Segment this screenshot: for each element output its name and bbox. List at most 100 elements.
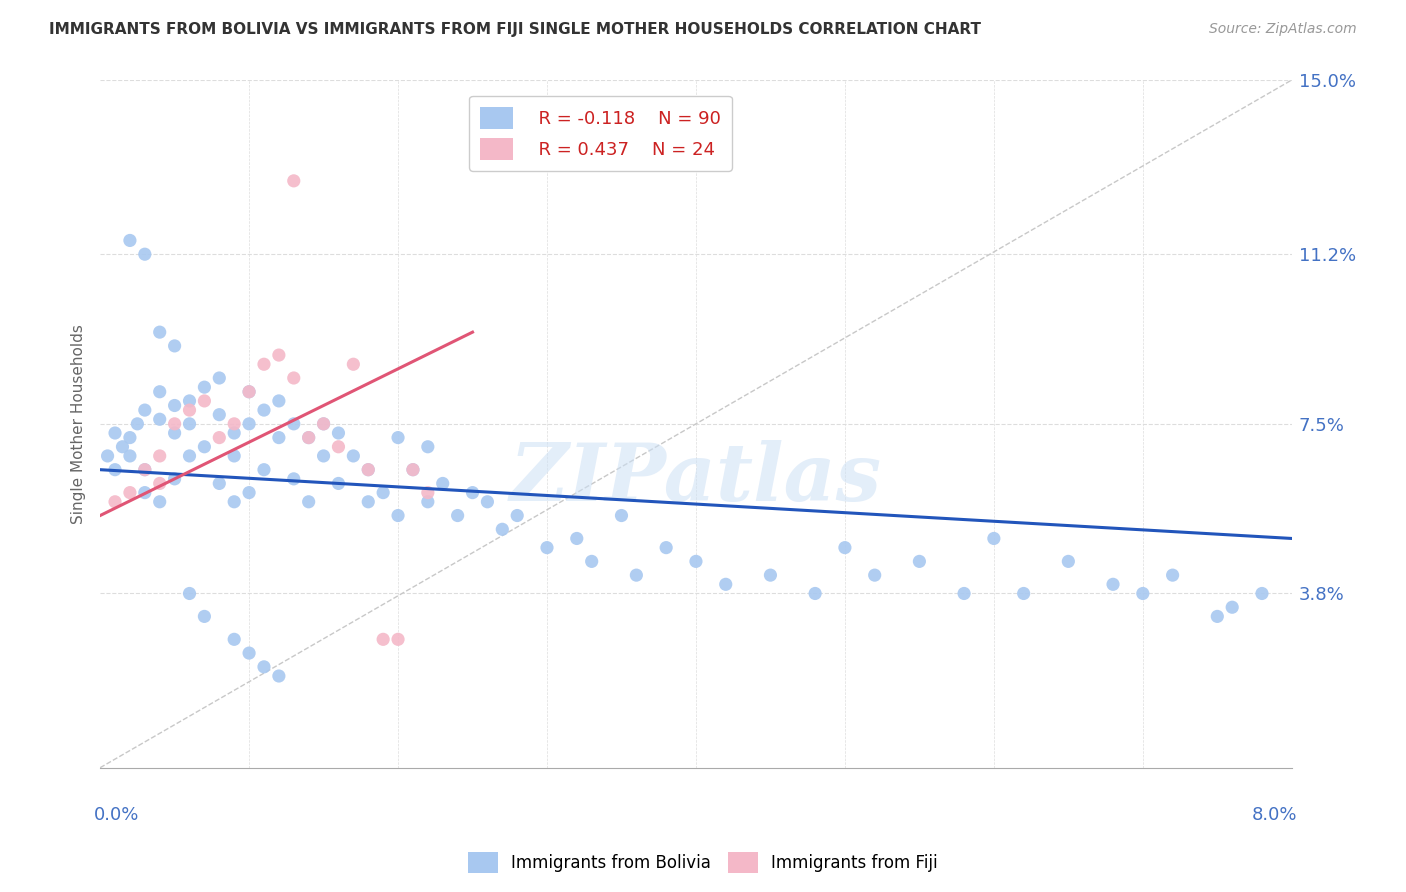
Point: [1102, 577, 1125, 591]
Point: [149, 412, 172, 426]
Point: [1012, 586, 1035, 600]
Point: [387, 508, 409, 523]
Point: [224, 417, 246, 431]
Point: [163, 399, 186, 413]
Point: [163, 425, 186, 440]
Point: [1220, 600, 1243, 615]
Point: [357, 463, 380, 477]
Point: [312, 449, 335, 463]
Point: [179, 449, 201, 463]
Point: [267, 431, 290, 445]
Point: [163, 472, 186, 486]
Point: [655, 541, 678, 555]
Text: 0.0%: 0.0%: [94, 805, 139, 823]
Text: Source: ZipAtlas.com: Source: ZipAtlas.com: [1209, 22, 1357, 37]
Point: [149, 325, 172, 339]
Point: [759, 568, 782, 582]
Point: [104, 425, 127, 440]
Point: [1161, 568, 1184, 582]
Point: [208, 408, 231, 422]
Point: [581, 554, 603, 568]
Point: [685, 554, 707, 568]
Legend:   R = -0.118    N = 90,   R = 0.437    N = 24: R = -0.118 N = 90, R = 0.437 N = 24: [470, 95, 733, 170]
Point: [238, 417, 260, 431]
Point: [149, 384, 172, 399]
Point: [111, 440, 134, 454]
Point: [224, 495, 246, 509]
Y-axis label: Single Mother Households: Single Mother Households: [72, 324, 86, 524]
Point: [267, 393, 290, 408]
Point: [104, 495, 127, 509]
Point: [118, 485, 141, 500]
Point: [179, 393, 201, 408]
Point: [908, 554, 931, 568]
Point: [342, 449, 364, 463]
Point: [1206, 609, 1229, 624]
Point: [416, 485, 439, 500]
Point: [193, 380, 215, 394]
Point: [149, 449, 172, 463]
Point: [863, 568, 886, 582]
Point: [461, 485, 484, 500]
Point: [416, 495, 439, 509]
Point: [118, 234, 141, 248]
Point: [491, 522, 513, 536]
Text: 8.0%: 8.0%: [1253, 805, 1298, 823]
Point: [1132, 586, 1154, 600]
Point: [312, 417, 335, 431]
Point: [253, 660, 276, 674]
Point: [224, 425, 246, 440]
Point: [118, 449, 141, 463]
Point: [714, 577, 737, 591]
Point: [179, 403, 201, 417]
Point: [402, 463, 425, 477]
Point: [179, 586, 201, 600]
Point: [477, 495, 499, 509]
Point: [253, 357, 276, 371]
Point: [565, 532, 588, 546]
Point: [208, 476, 231, 491]
Point: [253, 403, 276, 417]
Point: [328, 425, 350, 440]
Point: [298, 431, 321, 445]
Text: ZIPatlas: ZIPatlas: [510, 440, 882, 517]
Point: [134, 485, 156, 500]
Point: [506, 508, 529, 523]
Point: [312, 417, 335, 431]
Point: [432, 476, 454, 491]
Point: [134, 463, 156, 477]
Point: [267, 348, 290, 362]
Point: [208, 371, 231, 385]
Point: [127, 417, 149, 431]
Point: [342, 357, 364, 371]
Text: IMMIGRANTS FROM BOLIVIA VS IMMIGRANTS FROM FIJI SINGLE MOTHER HOUSEHOLDS CORRELA: IMMIGRANTS FROM BOLIVIA VS IMMIGRANTS FR…: [49, 22, 981, 37]
Point: [283, 472, 305, 486]
Point: [97, 449, 120, 463]
Point: [224, 632, 246, 647]
Point: [610, 508, 633, 523]
Point: [416, 440, 439, 454]
Point: [134, 463, 156, 477]
Point: [267, 669, 290, 683]
Point: [328, 476, 350, 491]
Point: [626, 568, 648, 582]
Point: [283, 174, 305, 188]
Point: [283, 371, 305, 385]
Point: [149, 476, 172, 491]
Point: [373, 485, 395, 500]
Point: [238, 485, 260, 500]
Point: [298, 431, 321, 445]
Point: [328, 440, 350, 454]
Point: [118, 431, 141, 445]
Point: [446, 508, 468, 523]
Point: [834, 541, 856, 555]
Point: [283, 417, 305, 431]
Point: [224, 449, 246, 463]
Point: [804, 586, 827, 600]
Point: [298, 495, 321, 509]
Point: [373, 632, 395, 647]
Point: [253, 463, 276, 477]
Point: [193, 393, 215, 408]
Point: [1251, 586, 1274, 600]
Point: [163, 417, 186, 431]
